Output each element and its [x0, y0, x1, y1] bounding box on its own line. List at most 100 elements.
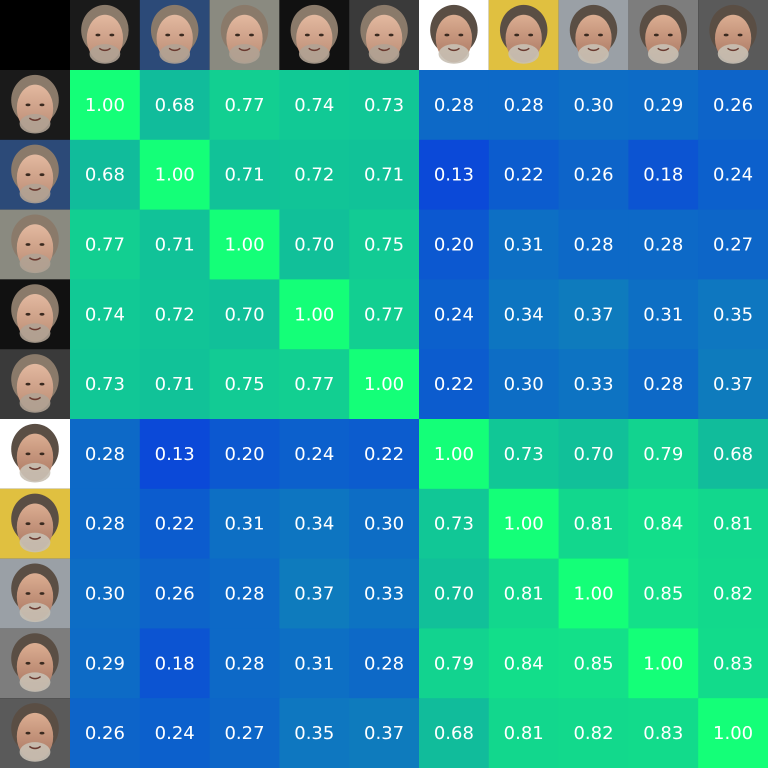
row-thumbnail-face-a3	[0, 209, 70, 280]
heatmap-cell	[558, 70, 629, 141]
heatmap-cell	[209, 209, 280, 280]
row-thumbnail-face-b1	[0, 419, 70, 489]
heatmap-cell	[349, 349, 420, 420]
heatmap-cell	[209, 558, 280, 629]
cell-value-label: 0.37	[364, 723, 404, 744]
heatmap-cell	[349, 419, 420, 490]
heatmap-cell	[698, 209, 768, 280]
cell-value-label: 0.70	[573, 444, 613, 465]
column-thumbnail-face-b2	[488, 0, 559, 70]
cell-value-label: 0.20	[434, 235, 474, 256]
heatmap-cell	[488, 349, 560, 420]
cell-value-label: 1.00	[573, 584, 613, 605]
cell-value-label: 0.28	[85, 444, 125, 465]
heatmap-cell	[628, 419, 699, 490]
heatmap-cell	[628, 698, 699, 768]
cell-value-label: 0.68	[713, 444, 753, 465]
heatmap-cell	[488, 279, 560, 350]
heatmap-cell	[209, 698, 280, 768]
heatmap-cell	[279, 488, 350, 560]
heatmap-cell	[139, 279, 211, 350]
heatmap-cell	[558, 139, 629, 211]
heatmap-cell	[488, 698, 560, 768]
heatmap-value-labels: 1.00 0.68 0.77 0.74 0.73 0.28 0.28 0.30 0.29 0.26…	[85, 95, 753, 744]
heatmap-cell	[488, 628, 560, 699]
cell-value-label: 0.28	[643, 235, 683, 256]
heatmap-cell	[279, 558, 350, 629]
heatmap-cell	[139, 70, 211, 141]
cell-value-label: 0.70	[224, 304, 264, 325]
heatmap-cell	[279, 628, 350, 699]
heatmap-cell	[139, 209, 211, 280]
cell-value-label: 1.00	[85, 95, 125, 116]
cell-value-label: 0.73	[504, 444, 544, 465]
cell-value-label: 0.71	[155, 235, 195, 256]
heatmap-cell	[698, 488, 768, 560]
heatmap-cell	[628, 558, 699, 629]
cell-value-label: 0.71	[364, 165, 404, 186]
heatmap-cell	[698, 70, 768, 141]
cell-value-label: 0.24	[155, 723, 195, 744]
cell-value-label: 0.22	[155, 514, 195, 535]
cell-value-label: 1.00	[713, 723, 753, 744]
cell-value-label: 0.24	[434, 304, 474, 325]
column-thumbnail-face-a3	[209, 0, 280, 70]
heatmap-cell	[70, 139, 141, 211]
cell-value-label: 0.77	[85, 235, 125, 256]
heatmap-cell	[419, 419, 490, 490]
cell-value-label: 1.00	[224, 235, 264, 256]
cell-value-label: 0.18	[643, 165, 683, 186]
row-thumbnail-face-b3	[0, 558, 70, 629]
cell-value-label: 0.31	[504, 235, 544, 256]
heatmap-cell	[209, 628, 280, 699]
heatmap-cell	[70, 70, 141, 141]
heatmap-cell	[488, 139, 560, 211]
heatmap-cell	[558, 279, 629, 350]
cell-value-label: 0.33	[573, 374, 613, 395]
heatmap-cell	[349, 698, 420, 768]
cell-value-label: 0.28	[434, 95, 474, 116]
cell-value-label: 0.28	[573, 235, 613, 256]
heatmap-cell	[209, 419, 280, 490]
heatmap-cell	[279, 209, 350, 280]
heatmap-cell	[419, 349, 490, 420]
cell-value-label: 0.68	[155, 95, 195, 116]
cell-value-label: 0.30	[85, 584, 125, 605]
row-thumbnail-face-a2	[0, 139, 70, 210]
column-thumbnails	[70, 0, 768, 70]
heatmap-cell	[70, 628, 141, 699]
cell-value-label: 0.13	[155, 444, 195, 465]
heatmap-cell	[698, 698, 768, 768]
cell-value-label: 0.74	[85, 304, 125, 325]
heatmap-cell	[70, 698, 141, 768]
heatmap-cell	[628, 139, 699, 211]
cell-value-label: 0.83	[713, 653, 753, 674]
cell-value-label: 0.27	[224, 723, 264, 744]
cell-value-label: 0.34	[504, 304, 544, 325]
cell-value-label: 0.28	[504, 95, 544, 116]
cell-value-label: 0.26	[573, 165, 613, 186]
heatmap-cell	[279, 698, 350, 768]
cell-value-label: 0.75	[364, 235, 404, 256]
heatmap-cell	[698, 139, 768, 211]
cell-value-label: 0.34	[294, 514, 334, 535]
cell-value-label: 0.28	[643, 374, 683, 395]
cell-value-label: 0.77	[364, 304, 404, 325]
cell-value-label: 0.37	[294, 584, 334, 605]
row-thumbnail-face-b2	[0, 488, 70, 559]
cell-value-label: 0.79	[643, 444, 683, 465]
cell-value-label: 0.84	[504, 653, 544, 674]
cell-value-label: 0.73	[85, 374, 125, 395]
row-thumbnail-face-a5	[0, 349, 70, 419]
heatmap-cell	[349, 488, 420, 560]
heatmap-cell	[209, 70, 280, 141]
heatmap-cell	[139, 139, 211, 211]
column-thumbnail-face-a1	[70, 0, 140, 70]
heatmap-cell	[558, 209, 629, 280]
heatmap-cell	[139, 488, 211, 560]
cell-value-label: 0.81	[504, 723, 544, 744]
heatmap-cell	[139, 419, 211, 490]
heatmap-cell	[628, 209, 699, 280]
heatmap-cells	[70, 70, 768, 768]
heatmap-cell	[628, 349, 699, 420]
